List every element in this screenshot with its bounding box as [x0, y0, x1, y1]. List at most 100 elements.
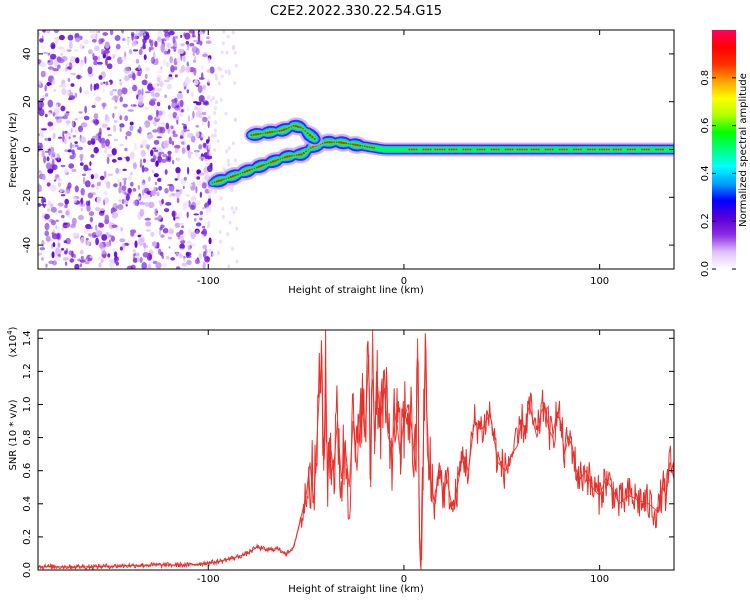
noise-speckle: [154, 92, 160, 98]
noise-speckle: [56, 103, 58, 111]
noise-speckle: [234, 63, 238, 68]
x-tick-label: 0: [401, 574, 407, 585]
noise-speckle: [41, 97, 45, 101]
noise-speckle: [132, 84, 138, 92]
noise-speckle: [52, 112, 56, 117]
track-blob: [612, 148, 615, 151]
track-blob: [443, 148, 446, 151]
noise-speckle: [67, 215, 72, 218]
track-blob: [453, 148, 455, 151]
noise-speckle: [201, 230, 206, 235]
noise-speckle: [195, 125, 200, 128]
noise-speckle: [130, 172, 133, 175]
noise-speckle: [211, 133, 215, 138]
track-blob: [532, 148, 535, 151]
noise-speckle: [145, 144, 151, 149]
noise-speckle: [83, 39, 90, 45]
noise-speckle: [201, 133, 205, 138]
noise-speckle: [80, 122, 88, 128]
noise-speckle: [107, 253, 111, 258]
noise-speckle: [163, 140, 169, 149]
noise-speckle: [119, 79, 122, 82]
noise-speckle: [192, 51, 196, 57]
track-blob: [271, 130, 274, 133]
noise-speckle: [74, 129, 79, 133]
noise-speckle: [128, 187, 132, 194]
noise-speckle: [203, 100, 209, 105]
noise-speckle: [97, 61, 103, 65]
noise-speckle: [141, 262, 147, 269]
noise-speckle: [177, 222, 185, 225]
track-blob: [217, 179, 221, 182]
noise-speckle: [158, 229, 162, 236]
snr-panel: 0.0 0.2 0.4 0.6 0.8 1.0 1.2 1.4 -100 0 100 Height…: [6, 326, 675, 595]
noise-speckle: [199, 211, 203, 215]
noise-speckle: [213, 133, 217, 138]
noise-speckle: [161, 198, 165, 205]
track-blob: [281, 157, 284, 159]
noise-speckle: [138, 64, 141, 71]
y-tick-label: 40: [22, 48, 33, 61]
noise-speckle: [62, 48, 66, 53]
noise-speckle: [201, 182, 207, 189]
noise-speckle: [185, 194, 190, 197]
noise-speckle: [172, 36, 176, 45]
noise-speckle: [138, 94, 144, 103]
track-blob: [250, 134, 253, 137]
track-blob: [619, 148, 622, 151]
noise-speckle: [60, 105, 66, 112]
noise-speckle: [201, 121, 205, 126]
noise-speckle: [71, 120, 74, 127]
noise-speckle: [193, 39, 199, 43]
noise-speckle: [216, 250, 220, 255]
noise-speckle: [207, 95, 211, 100]
noise-speckle: [119, 126, 122, 133]
noise-speckle: [219, 196, 223, 201]
track-blob: [448, 148, 451, 151]
track-blob: [282, 128, 286, 131]
noise-speckle: [181, 109, 184, 113]
noise-speckle: [193, 101, 198, 104]
noise-speckle: [95, 33, 98, 41]
noise-speckle: [200, 65, 204, 70]
noise-speckle: [160, 224, 165, 229]
track-blob: [363, 145, 366, 148]
noise-speckle: [83, 164, 89, 172]
noise-speckle: [54, 37, 59, 45]
track-blob: [335, 141, 338, 144]
noise-speckle: [150, 98, 157, 102]
noise-speckle: [125, 156, 130, 162]
noise-speckle: [95, 96, 102, 102]
noise-speckle: [170, 257, 176, 261]
noise-speckle: [93, 60, 98, 66]
noise-speckle: [191, 195, 197, 203]
colorbar-label: Normalized spectral amplitude: [738, 73, 749, 227]
noise-speckle: [101, 102, 107, 108]
noise-speckle: [74, 141, 78, 144]
noise-speckle: [199, 191, 203, 198]
noise-speckle: [105, 139, 110, 147]
track-blob: [476, 148, 479, 151]
noise-speckle: [98, 75, 103, 80]
noise-speckle: [80, 236, 85, 244]
noise-speckle: [88, 49, 93, 55]
noise-speckle: [83, 258, 88, 261]
noise-speckle: [44, 84, 47, 92]
noise-speckle: [194, 258, 200, 265]
track-blob: [225, 178, 227, 180]
noise-speckle: [41, 128, 48, 131]
noise-speckle: [138, 126, 142, 134]
noise-speckle: [53, 89, 56, 92]
noise-speckle: [73, 253, 76, 258]
track-blob: [575, 148, 578, 151]
noise-speckle: [145, 73, 148, 79]
noise-speckle: [58, 34, 65, 41]
noise-speckle: [199, 172, 205, 176]
noise-speckle: [39, 38, 44, 43]
noise-speckle: [148, 201, 155, 209]
track-blob: [253, 167, 256, 170]
noise-speckle: [155, 115, 162, 119]
noise-speckle: [60, 194, 66, 197]
noise-speckle: [60, 53, 63, 56]
track-blob: [241, 171, 244, 174]
